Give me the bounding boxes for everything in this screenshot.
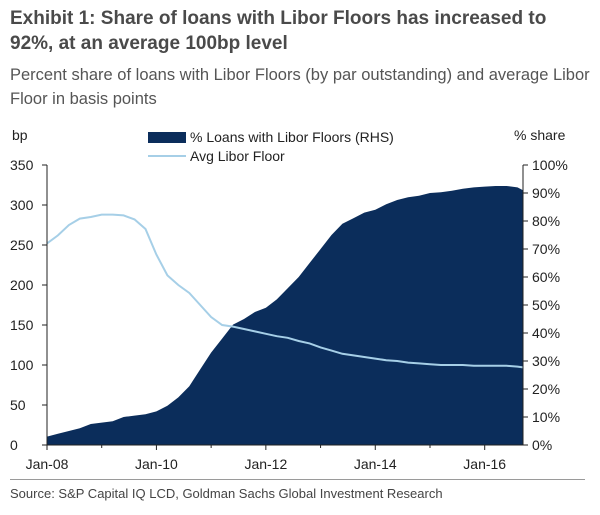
area-series-loans-with-floors xyxy=(47,186,523,445)
area-series-layer xyxy=(47,186,523,445)
x-tick-label: Jan-10 xyxy=(135,456,178,472)
source-divider xyxy=(10,479,585,480)
right-tick-label: 20% xyxy=(532,381,560,397)
right-tick-label: 0% xyxy=(532,437,552,453)
x-tick-label: Jan-08 xyxy=(26,456,69,472)
legend: % Loans with Libor Floors (RHS) Avg Libo… xyxy=(148,129,394,164)
right-tick-label: 60% xyxy=(532,269,560,285)
left-tick-label: 350 xyxy=(10,157,34,173)
left-axis-label: bp xyxy=(12,127,28,143)
exhibit-subtitle: Percent share of loans with Libor Floors… xyxy=(10,66,590,108)
x-tick-label: Jan-16 xyxy=(463,456,506,472)
x-tick-labels: Jan-08 Jan-10 Jan-12 Jan-14 Jan-16 xyxy=(26,445,506,472)
right-tick-labels: 0% 10% 20% 30% 40% 50% 60% 70% 80% 90% 100% xyxy=(523,157,568,453)
line-series-avg-libor-floor xyxy=(46,213,524,369)
left-tick-label: 0 xyxy=(10,437,18,453)
right-axis-label: % share xyxy=(514,127,566,143)
left-tick-label: 50 xyxy=(10,397,26,413)
right-tick-label: 40% xyxy=(532,325,560,341)
x-tick-label: Jan-12 xyxy=(244,456,287,472)
right-tick-label: 70% xyxy=(532,241,560,257)
right-tick-label: 80% xyxy=(532,213,560,229)
right-tick-label: 90% xyxy=(532,185,560,201)
left-tick-label: 250 xyxy=(10,237,34,253)
line-series-layer xyxy=(46,213,524,369)
right-tick-label: 30% xyxy=(532,353,560,369)
x-tick-label: Jan-14 xyxy=(354,456,397,472)
right-tick-label: 50% xyxy=(532,297,560,313)
left-tick-labels: 0 50 100 150 200 250 300 350 xyxy=(10,157,47,453)
exhibit-title: Exhibit 1: Share of loans with Libor Flo… xyxy=(10,8,547,54)
right-tick-label: 100% xyxy=(532,157,568,173)
left-tick-label: 200 xyxy=(10,277,34,293)
right-tick-label: 10% xyxy=(532,409,560,425)
legend-label-line: Avg Libor Floor xyxy=(190,148,285,164)
legend-label-area: % Loans with Libor Floors (RHS) xyxy=(190,129,394,145)
source-note: Source: S&P Capital IQ LCD, Goldman Sach… xyxy=(10,486,443,501)
left-tick-label: 100 xyxy=(10,357,34,373)
legend-swatch-area xyxy=(148,132,186,143)
left-tick-label: 150 xyxy=(10,317,34,333)
left-tick-label: 300 xyxy=(10,197,34,213)
